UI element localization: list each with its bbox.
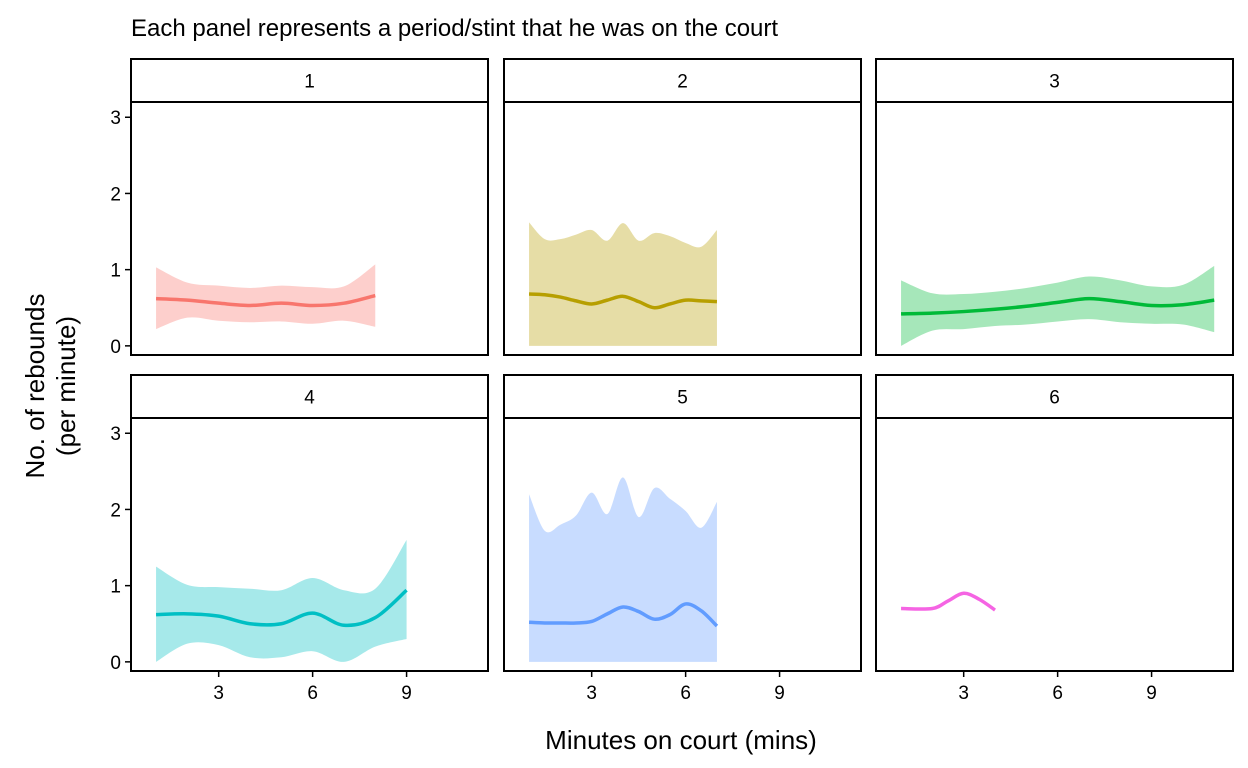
x-tick-label: 9 xyxy=(401,683,412,704)
x-tick-label: 3 xyxy=(586,683,597,704)
panel-5: 5 3 6 9 xyxy=(503,374,862,704)
panel-6: 6 3 6 9 xyxy=(875,374,1234,704)
panel-strip xyxy=(130,374,489,419)
y-tick-label: 2 xyxy=(110,184,121,205)
panel-strip xyxy=(875,374,1234,419)
series-line xyxy=(901,591,997,612)
series-line xyxy=(528,292,718,310)
chart-title: Each panel represents a period/stint tha… xyxy=(131,15,778,42)
confidence-band xyxy=(156,539,407,662)
y-tick-label: 0 xyxy=(110,653,121,674)
panel-strip-label: 4 xyxy=(304,388,315,409)
confidence-band xyxy=(901,265,1215,346)
x-tick-label: 3 xyxy=(213,683,224,704)
panel-strip xyxy=(503,374,862,419)
panel-strip-label: 2 xyxy=(677,72,688,93)
panel-strip-label: 6 xyxy=(1049,388,1060,409)
series-line xyxy=(156,588,408,628)
x-tick-label: 6 xyxy=(680,683,691,704)
series-line xyxy=(155,293,376,308)
y-axis-title-line1: No. of rebounds xyxy=(20,293,50,478)
panel-2: 2 xyxy=(503,58,862,356)
panel-border xyxy=(875,417,1234,672)
confidence-band xyxy=(529,222,717,346)
panels-layer: 1 0 1 2 3 2 3 4 0 1 2 3 3 6 9 5 3 6 9 6 3 6 9 xyxy=(110,58,1234,704)
panel-border xyxy=(130,417,489,672)
panel-strip xyxy=(503,58,862,103)
y-tick-label: 2 xyxy=(110,500,121,521)
x-tick-label: 3 xyxy=(958,683,969,704)
y-tick-label: 0 xyxy=(110,337,121,358)
y-tick-label: 3 xyxy=(110,108,121,129)
series-line xyxy=(528,602,719,628)
x-tick-label: 9 xyxy=(1146,683,1157,704)
x-tick-label: 6 xyxy=(307,683,318,704)
series-line xyxy=(901,296,1215,316)
panel-strip-label: 3 xyxy=(1049,72,1060,93)
panel-border xyxy=(503,101,862,356)
panel-border xyxy=(130,101,489,356)
confidence-band xyxy=(156,264,376,330)
confidence-band xyxy=(529,477,717,662)
panel-border xyxy=(875,101,1234,356)
panel-strip-label: 1 xyxy=(304,72,315,93)
x-axis-title: Minutes on court (mins) xyxy=(545,725,817,755)
panel-border xyxy=(503,417,862,672)
x-tick-label: 6 xyxy=(1052,683,1063,704)
y-axis-title-line2: (per minute) xyxy=(51,316,81,456)
y-tick-label: 1 xyxy=(110,577,121,598)
panel-strip xyxy=(130,58,489,103)
x-tick-label: 9 xyxy=(774,683,785,704)
panel-4: 4 0 1 2 3 3 6 9 xyxy=(110,374,489,704)
y-tick-label: 1 xyxy=(110,261,121,282)
panel-strip-label: 5 xyxy=(677,388,688,409)
y-tick-label: 3 xyxy=(110,424,121,445)
panel-1: 1 0 1 2 3 xyxy=(110,58,489,358)
panel-3: 3 xyxy=(875,58,1234,356)
